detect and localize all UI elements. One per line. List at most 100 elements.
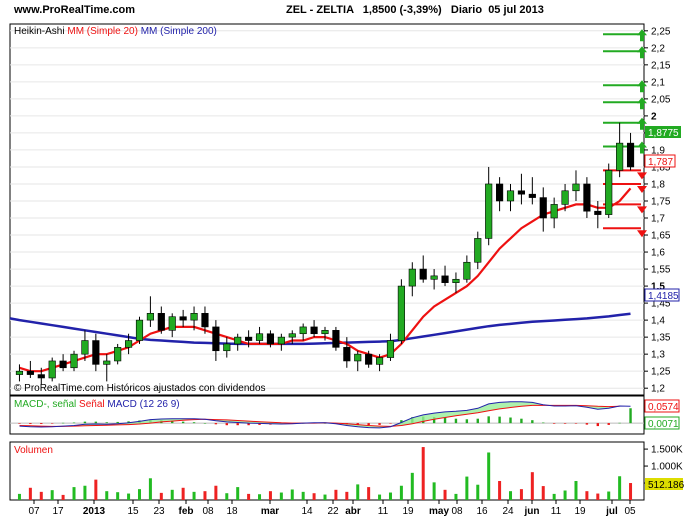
candle [561, 183, 569, 212]
candle-body [539, 197, 547, 219]
price-tick-label: 2,1 [651, 77, 665, 88]
volume-bar [498, 480, 502, 500]
candle [626, 132, 635, 171]
candle-body [528, 193, 536, 198]
volume-bar [236, 487, 240, 500]
candle-body [37, 374, 45, 379]
volume-bar [312, 493, 316, 500]
price-tick-label: 1,75 [651, 196, 671, 207]
candle [92, 333, 100, 372]
macd-hist-bar [116, 421, 119, 424]
candle-body [114, 347, 122, 362]
candle [594, 200, 602, 229]
price-tick-label: 1,55 [651, 265, 671, 276]
site-name: www.ProRealTime.com [14, 4, 136, 16]
macd-hist-bar [181, 421, 185, 424]
volume-bar [519, 489, 523, 500]
candle-body [430, 275, 438, 280]
x-tick-label: 22 [327, 506, 339, 517]
price-tick-label: 1,45 [651, 299, 671, 310]
candle [539, 187, 547, 232]
candle-body [496, 183, 504, 202]
candle-body [517, 190, 525, 195]
up-arrow-icon [637, 80, 647, 93]
x-tick-label: 14 [301, 506, 313, 517]
volume-bar [127, 493, 131, 500]
x-tick-label: 15 [127, 506, 139, 517]
candle [506, 183, 515, 212]
volume-bar [421, 447, 425, 500]
candle-body [397, 285, 405, 341]
candle [190, 306, 198, 331]
badge-ma20: 1,787 [644, 154, 676, 168]
volume-bar [334, 489, 338, 500]
macd-hist-bar [607, 423, 610, 425]
quote-line: ZEL - ZELTIA 1,8500 (-3,39%) Diario 05 j… [286, 4, 544, 16]
volume-bar [367, 487, 371, 500]
volume-bar [258, 494, 262, 500]
volume-bar [159, 492, 163, 500]
candle-body [365, 353, 373, 365]
candle-body [135, 319, 144, 341]
candle-body [245, 336, 253, 341]
down-arrow-icon [637, 230, 647, 238]
candle-body [474, 238, 482, 263]
price-tick-label: 1,6 [651, 248, 665, 259]
macd-hist-bar [629, 408, 632, 424]
x-axis: 07 17 2013 15 23 feb 08 18 mar 14 22 abr 11 19 may 08 16… [28, 500, 636, 517]
candle [452, 272, 460, 293]
macd-group [10, 401, 644, 429]
macd-hist-bar [40, 423, 43, 425]
candle [125, 333, 133, 355]
x-tick-label: 08 [202, 506, 214, 517]
volume-tick-label: 1.000K [651, 462, 683, 473]
candle [168, 313, 176, 338]
volume-bar [410, 472, 414, 500]
volume-bar [596, 493, 600, 500]
macd-hist-bar [552, 423, 556, 424]
volume-bar [105, 491, 109, 500]
volume-bar [28, 487, 32, 500]
macd-hist-bar [432, 416, 436, 424]
macd-hist-bar [454, 418, 458, 424]
price-tick-label: 1,9 [651, 145, 665, 156]
candle-body [103, 360, 111, 365]
macd-hist-bar [367, 423, 370, 426]
badge-signal-text: 0,0071 [648, 419, 679, 430]
price-tick-label: 2,2 [651, 43, 665, 54]
up-arrow-icon [637, 46, 647, 59]
candle-body [190, 313, 198, 321]
volume-bar [279, 492, 283, 500]
candle-body [81, 340, 89, 355]
candle-body [234, 336, 242, 345]
candle [343, 337, 351, 368]
price-tick-label: 1,65 [651, 231, 671, 242]
volume-bar [388, 492, 392, 500]
x-tick-label: 23 [153, 506, 165, 517]
volume-bar [203, 491, 207, 500]
volume-bar [618, 476, 622, 500]
volume-bar [39, 491, 43, 500]
price-tick-label: 1,25 [651, 367, 671, 378]
volume-bar [530, 472, 534, 500]
macd-hist-bar [618, 422, 621, 424]
candle [70, 350, 78, 372]
macd-hist-bar [83, 421, 87, 424]
copyright-note: © ProRealTime.com Históricos ajustados c… [14, 383, 266, 394]
volume-bar [148, 478, 152, 500]
volume-bar [225, 493, 229, 500]
candle-body [354, 353, 362, 362]
badge-volume: 512.186 [645, 478, 685, 491]
candle [288, 330, 296, 344]
legend-main: Heikin-Ashi MM (Simple 20) MM (Simple 20… [14, 26, 217, 37]
macd-hist-bar [563, 423, 567, 424]
candle-body [26, 370, 34, 375]
candle [15, 364, 24, 382]
candle [375, 354, 384, 372]
volume-bar [563, 490, 567, 500]
macd-hist-bar [50, 423, 54, 424]
volume-bar [301, 491, 305, 500]
price-tick-label: 2,25 [651, 26, 671, 37]
candle [266, 330, 275, 348]
